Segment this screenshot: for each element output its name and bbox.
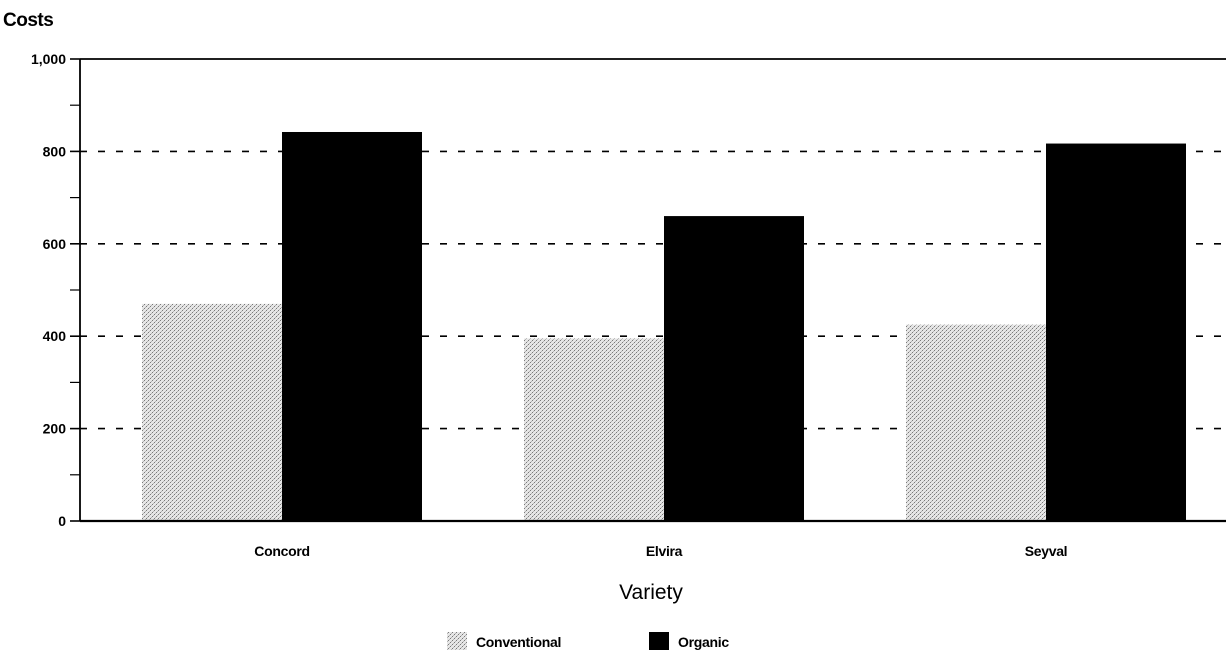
x-tick-label-seyval: Seyval	[1025, 543, 1068, 559]
legend-swatch-organic	[649, 632, 669, 650]
y-tick-labels: 0 200 400 600 800 1,000	[31, 51, 66, 529]
bar-conventional-concord	[142, 303, 282, 521]
bar-organic-elvira	[664, 216, 804, 521]
y-tick-label-400: 400	[43, 328, 67, 344]
legend-label-conventional: Conventional	[476, 634, 561, 650]
y-tick-label-0: 0	[58, 513, 66, 529]
bar-organic-concord	[282, 131, 422, 521]
bars	[142, 131, 1186, 521]
x-axis-label: Variety	[619, 581, 683, 604]
y-tick-label-1000: 1,000	[31, 51, 66, 67]
bar-organic-seyval	[1046, 143, 1186, 521]
x-tick-label-elvira: Elvira	[646, 543, 683, 559]
y-tick-label-200: 200	[43, 421, 67, 437]
y-tick-label-800: 800	[43, 143, 67, 159]
axes	[70, 58, 1226, 523]
y-axis-label: Costs	[3, 10, 53, 31]
legend-swatch-conventional	[447, 632, 467, 650]
legend: Conventional Organic	[447, 632, 730, 650]
y-tick-label-600: 600	[43, 236, 67, 252]
bar-conventional-seyval	[906, 324, 1046, 521]
x-category-labels: Concord Elvira Seyval	[254, 543, 1067, 559]
bar-conventional-elvira	[524, 338, 664, 521]
x-tick-label-concord: Concord	[254, 543, 309, 559]
legend-label-organic: Organic	[678, 634, 729, 650]
